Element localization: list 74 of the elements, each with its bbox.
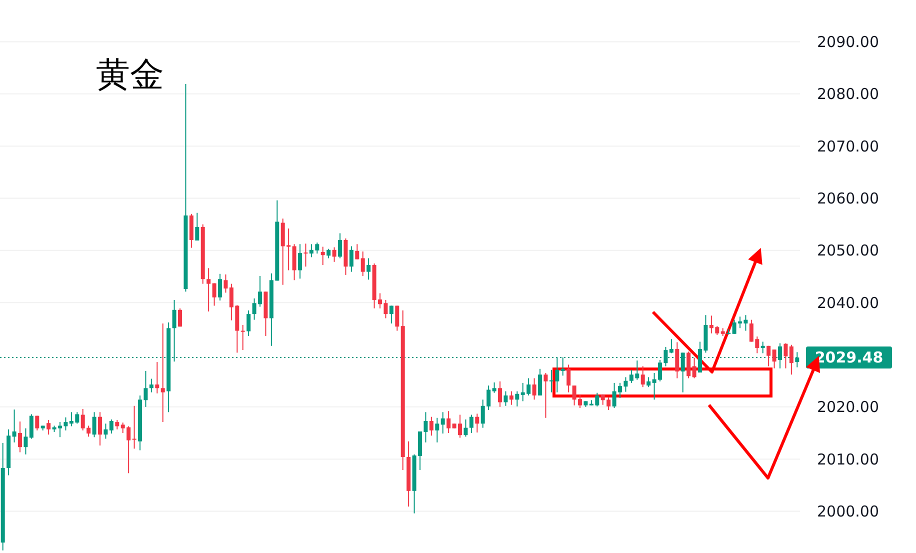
y-tick-label: 2080.00	[816, 85, 880, 104]
candlestick	[640, 366, 645, 388]
text: 黄金	[96, 55, 164, 95]
candlestick	[789, 344, 794, 376]
candlestick	[355, 244, 360, 260]
candlestick	[515, 390, 520, 407]
candlestick	[349, 246, 354, 272]
candlestick	[544, 372, 548, 418]
candlestick	[366, 258, 371, 280]
candlestick	[509, 390, 514, 406]
candlestick	[240, 324, 245, 351]
candlestick	[332, 246, 336, 262]
candlestick	[766, 345, 771, 367]
y-tick-label: 2010.00	[816, 450, 880, 468]
candlestick	[464, 418, 468, 438]
candlestick	[446, 410, 451, 434]
candlestick	[669, 338, 674, 354]
candlestick	[538, 368, 542, 396]
candlestick	[224, 274, 228, 294]
candlestick	[24, 428, 28, 455]
candlestick	[246, 310, 251, 336]
candlestick	[360, 250, 365, 276]
candlestick	[338, 232, 342, 259]
candlestick	[475, 413, 480, 433]
candlestick	[772, 349, 776, 369]
candlestick	[35, 415, 40, 431]
candlestick	[92, 412, 96, 438]
candlestick	[212, 282, 216, 306]
y-tick-label: 2060.00	[816, 189, 880, 208]
candlestick	[498, 380, 502, 408]
candlestick	[132, 405, 136, 450]
candlestick	[504, 390, 508, 406]
candlestick	[326, 248, 331, 259]
candlestick	[566, 364, 571, 393]
candlestick	[395, 305, 400, 332]
candlestick	[298, 244, 302, 280]
y-tick-label: 2070.00	[816, 137, 880, 156]
candlestick	[218, 273, 222, 301]
candlestick	[304, 243, 308, 268]
candlestick	[109, 418, 114, 434]
candlestick	[686, 351, 691, 379]
candlestick	[675, 342, 680, 379]
candlestick	[18, 421, 22, 453]
candlestick	[12, 409, 16, 443]
y-tick-label: 2050.00	[816, 242, 880, 260]
y-tick-label: 2000.00	[816, 502, 880, 521]
candlestick	[178, 308, 182, 328]
candlestick	[104, 423, 108, 440]
y-tick-label: 2040.00	[816, 294, 880, 312]
candlestick	[46, 419, 51, 436]
ref-line-label: 2029.48	[814, 348, 884, 367]
candlestick	[389, 305, 394, 324]
candlestick	[155, 362, 160, 394]
candlestick	[469, 414, 474, 434]
candlestick	[435, 417, 440, 443]
candlestick	[149, 378, 154, 393]
candlestick	[292, 244, 296, 281]
y-tick-label: 2020.00	[816, 398, 880, 416]
candlestick	[160, 322, 165, 423]
candlestick	[692, 357, 696, 379]
candlestick	[29, 414, 34, 440]
candlestick	[646, 376, 651, 388]
y-tick-label: 2090.00	[816, 32, 880, 51]
candlestick	[784, 342, 788, 369]
candlestick	[492, 382, 496, 394]
candlestick	[195, 212, 200, 242]
candlestick	[206, 268, 211, 312]
candlestick	[98, 412, 102, 446]
candlestick	[760, 341, 765, 354]
candlestick	[429, 416, 434, 436]
candlestick	[532, 378, 536, 400]
candlestick	[320, 246, 325, 266]
candlestick	[440, 412, 445, 434]
candlestick	[115, 419, 120, 430]
